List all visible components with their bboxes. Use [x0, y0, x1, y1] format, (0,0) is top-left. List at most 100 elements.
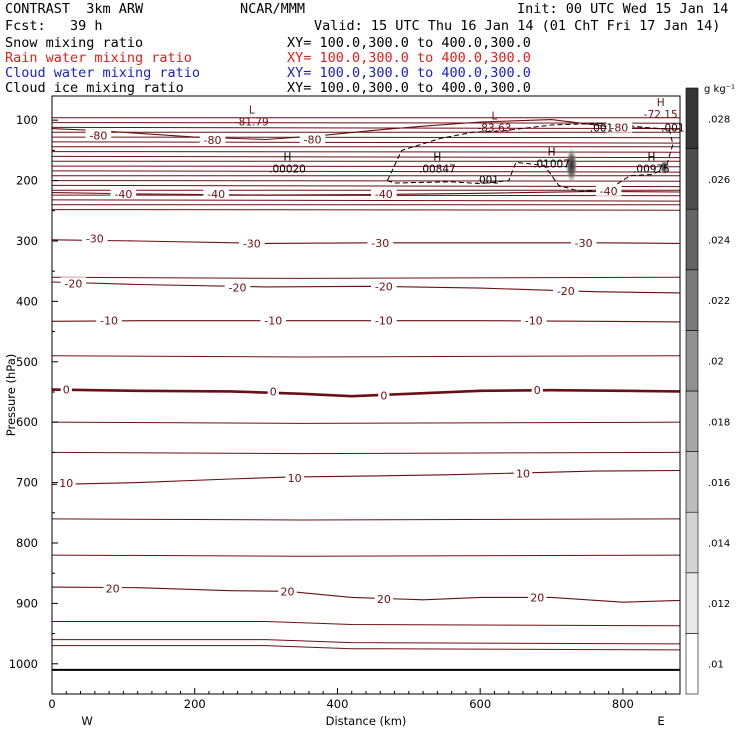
contour-label-bg [224, 281, 251, 293]
colorbar-cell [685, 269, 699, 331]
header-fcst: Fcst: 39 h [5, 18, 103, 34]
x-tick-label: 0 [48, 697, 55, 711]
contour-label: -40 [375, 188, 393, 201]
field-xy-rain: XY= 100.0,300.0 to 400.0,300.0 [287, 50, 531, 66]
contour-label: 10 [59, 477, 73, 490]
contour-label-bg [367, 236, 394, 248]
contour-label-bg [528, 591, 547, 603]
isotherm-line [52, 141, 680, 144]
cloud-ice-contour [386, 122, 674, 192]
contour-label: 20 [281, 585, 295, 598]
isotherm-line [52, 122, 680, 124]
contour-label: -20 [375, 280, 393, 293]
colorbar-cell [685, 208, 699, 271]
extremum-value: .00020 [269, 163, 306, 175]
field-name-cloud-ice: Cloud ice mixing ratio [5, 80, 184, 96]
contour-label-bg [570, 236, 597, 248]
contour-label: -20 [229, 281, 247, 294]
isotherm-line [52, 199, 680, 202]
field-xy-snow: XY= 100.0,300.0 to 400.0,300.0 [287, 35, 531, 51]
extremum-high-marker: H [657, 97, 665, 109]
field-name-cloud-water: Cloud water mixing ratio [5, 65, 201, 81]
contour-label-bg [239, 237, 265, 249]
contour-label: -20 [557, 285, 575, 298]
isotherm--10 [52, 320, 680, 323]
isotherm-line [52, 355, 680, 358]
contour-label-bg [378, 389, 390, 401]
cloud-ice-label: .001 [590, 122, 613, 134]
field-name-snow: Snow mixing ratio [5, 35, 144, 51]
x-tick-label: 800 [612, 697, 634, 711]
colorbar-unit-label: g kg⁻¹ [704, 84, 735, 95]
field-xy-cloud-water: XY= 100.0,300.0 to 400.0,300.0 [287, 65, 531, 81]
colorbar-cell [685, 572, 699, 634]
isotherm-line [52, 136, 680, 139]
isotherm-line [52, 554, 680, 557]
contour-label-bg [110, 187, 137, 199]
y-tick-label: 900 [16, 596, 38, 610]
contour-label-bg [96, 314, 122, 326]
contour-label-bg [553, 285, 579, 297]
extremum-high-marker: H [433, 151, 441, 163]
colorbar-tick-label: .02 [708, 357, 724, 368]
contour-label: -40 [207, 188, 225, 201]
contour-label-bg [203, 187, 229, 199]
contour-label-bg [371, 314, 397, 326]
isotherm-line [52, 151, 680, 153]
contour-label-bg [103, 582, 122, 594]
isotherm-line [52, 165, 680, 168]
colorbar-tick-label: .028 [708, 114, 730, 125]
extremum-value: -81.79 [235, 116, 269, 128]
isotherm-line [52, 155, 680, 159]
contour-label-bg [85, 129, 112, 141]
x-axis-label: Distance (km) [326, 714, 407, 728]
cloud-ice-label: .001 [661, 122, 684, 134]
contour-label: -30 [243, 237, 261, 250]
colorbar-tick-label: .022 [708, 296, 730, 307]
contour-label: -10 [375, 315, 393, 328]
contour-label: -30 [575, 237, 593, 250]
cloud-ice-label: .001 [476, 174, 499, 186]
isotherm-line [52, 194, 680, 197]
contour-label-bg [595, 184, 622, 196]
colorbar-tick-label: .014 [708, 539, 730, 550]
x-end-label-east: E [657, 714, 664, 728]
contour-label: -10 [264, 315, 282, 328]
isotherm-20 [52, 586, 680, 603]
isotherm--40 [52, 190, 680, 196]
colorbar-cell [685, 148, 699, 210]
contour-label-bg [371, 187, 397, 199]
isotherm-line [52, 209, 680, 211]
extremum-value: .00847 [419, 163, 456, 175]
y-tick-label: 400 [16, 294, 38, 308]
extremum-value: -72.15 [644, 109, 678, 121]
contour-label: 0 [380, 390, 387, 403]
y-axis-label: Pressure (hPa) [4, 354, 18, 437]
contour-label: 20 [377, 593, 391, 606]
isotherm--20 [52, 281, 680, 294]
contour-label: -10 [525, 315, 543, 328]
extremum-value: -83.63 [478, 122, 512, 134]
header-title: CONTRAST 3km ARW [5, 1, 144, 17]
colorbar-tick-label: .016 [708, 478, 730, 489]
colorbar-cell [685, 633, 699, 695]
contour-label-bg [374, 593, 394, 605]
contour-label: 0 [270, 385, 277, 398]
contour-label-bg [285, 471, 304, 483]
contour-label-bg [57, 477, 76, 489]
contour-label-bg [60, 277, 87, 289]
ice-shading [660, 159, 669, 176]
contour-label: 0 [63, 384, 70, 397]
isotherm-line [52, 621, 680, 627]
y-tick-label: 600 [16, 415, 38, 429]
extremum-high-marker: H [284, 151, 292, 163]
colorbar-tick-label: .024 [708, 236, 730, 247]
contour-label-bg [82, 232, 108, 244]
contour-label: -80 [303, 133, 321, 146]
y-tick-label: 100 [16, 113, 38, 127]
colorbar-cell [685, 390, 699, 452]
y-tick-label: 1000 [9, 657, 38, 671]
header-center: NCAR/MMM [240, 1, 306, 17]
y-tick-label: 500 [16, 355, 38, 369]
